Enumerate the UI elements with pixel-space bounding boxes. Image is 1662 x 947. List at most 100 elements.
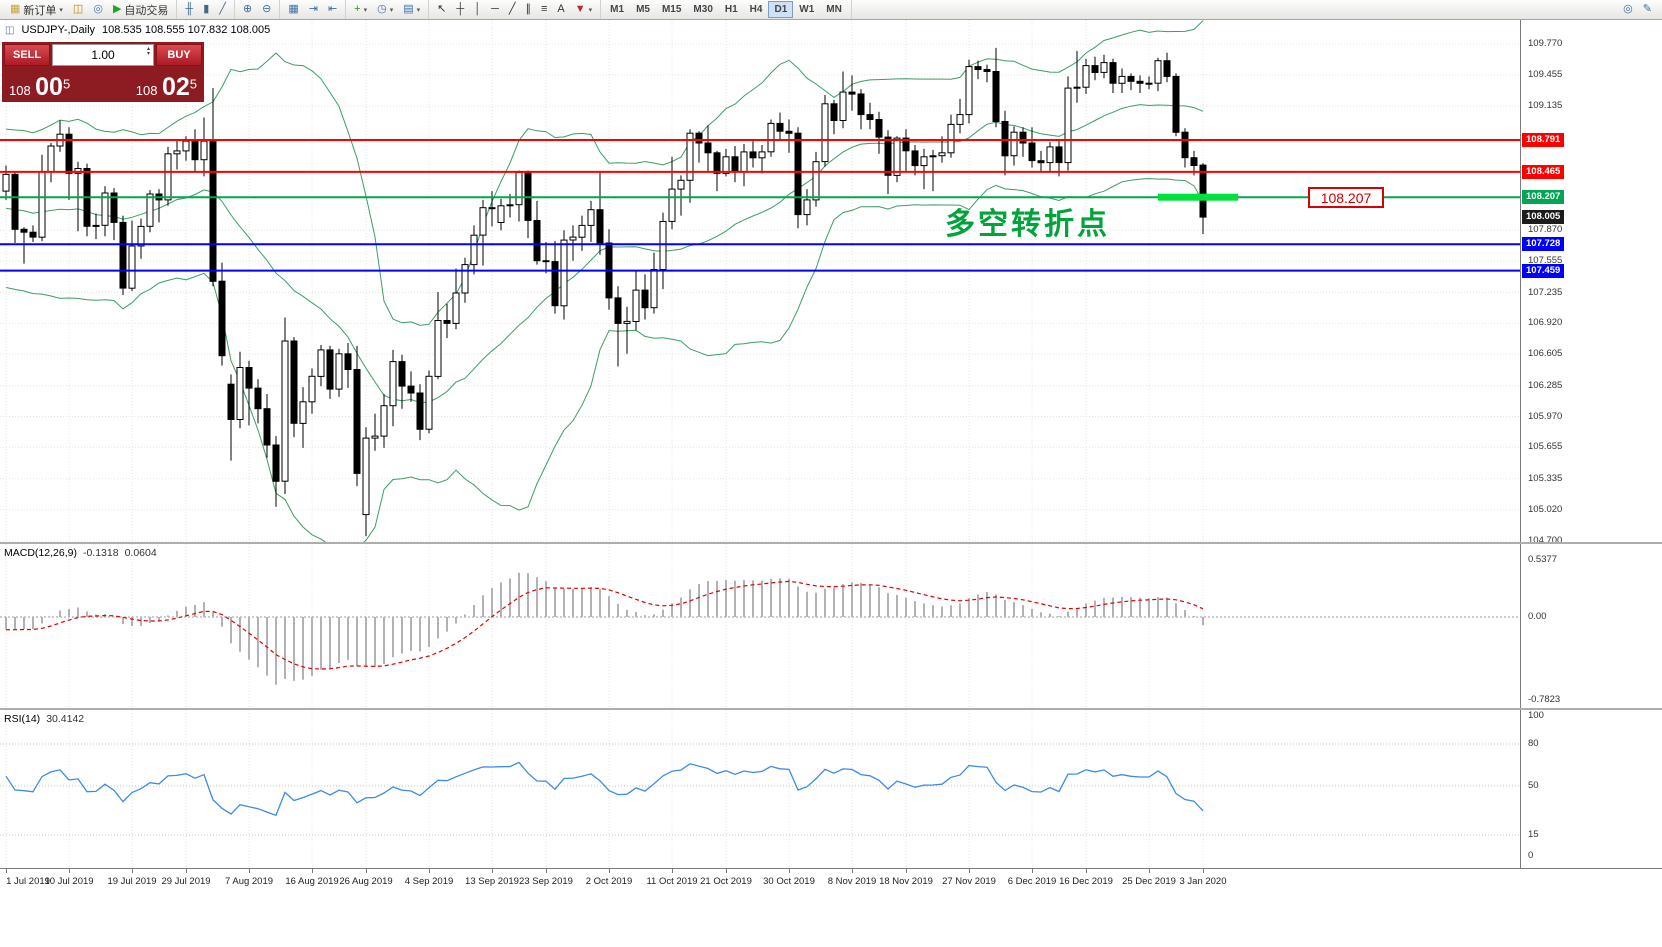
time-axis-label: 30 Oct 2019 [763,876,815,887]
timeframe-d1-button[interactable]: D1 [768,1,794,18]
stepper-down-icon[interactable]: ▾ [146,51,150,57]
caret-down-icon: ▾ [416,6,421,14]
main-chart[interactable]: ◫ USDJPY-,Daily 108.535 108.555 107.832 … [0,20,1520,542]
highlight-segment [1158,193,1238,201]
caret-down-icon: ▾ [588,6,593,14]
timeframe-h4-button-label: H4 [749,4,763,15]
price-tag: 107.459 [1522,263,1565,278]
zoom-out-button[interactable]: ⊖ [257,1,276,18]
toolbar-group-chart-types: ╫ ▮ ╱ [177,0,235,19]
tile-windows-icon: ▦ [288,3,299,15]
line-chart-button[interactable]: ╱ [214,1,231,18]
autotrading-button[interactable]: ▶ 自动交易 [108,1,173,18]
price-axis[interactable]: 109.770 109.455 109.135 107.870 107.555 107.2… [1520,20,1662,546]
buy-button[interactable]: BUY [156,44,202,66]
chart-shift-icon: ⇤ [327,3,338,15]
macd-title: MACD(12,26,9) -0.1318 0.0604 [4,547,157,559]
edit-button[interactable]: ✎ [1638,1,1657,18]
arrows-button[interactable]: ▼ ▾ [570,1,597,18]
time-axis-label: 7 Aug 2019 [224,876,274,887]
macd-axis-label: 0.5377 [1528,553,1558,565]
buy-price-pips: 02 [161,73,190,101]
timeframe-m15-button[interactable]: M15 [656,1,687,18]
toolbar-group-insert: + ▾ ◷ ▾ ▤ ▾ [346,0,430,19]
chart-title: ◫ USDJPY-,Daily 108.535 108.555 107.832 … [5,24,270,36]
rsi-axis-label: 80 [1528,738,1539,749]
volume-input[interactable]: 1.00 ▴ ▾ [52,44,154,66]
rsi-panel[interactable]: RSI(14) 30.4142 [0,710,1520,868]
autotrading-icon: ▶ [112,3,122,15]
vertical-line-icon: │ [474,3,482,15]
fibonacci-icon: ≡ [540,3,548,15]
zoom-in-icon: ⊕ [242,3,253,15]
macd-signal-line [5,580,1204,670]
rsi-axis-label: 50 [1528,780,1539,791]
macd-svg [0,544,1520,708]
grid-layer [0,20,1520,542]
cursor-button[interactable]: ↖ [432,1,451,18]
timeframe-mn-button[interactable]: MN [820,1,848,18]
new-order-button[interactable]: ▦ 新订单 ▾ [5,1,68,18]
timeframe-h1-button-label: H1 [724,4,738,15]
volume-stepper[interactable]: ▴ ▾ [146,46,150,57]
timeframe-m5-button[interactable]: M5 [630,1,656,18]
timeframe-h4-button[interactable]: H4 [744,1,769,18]
rsi-axis-label: 15 [1528,829,1539,840]
chart-shift-button[interactable]: ⇤ [323,1,342,18]
chart-windows-button[interactable]: ◫ [68,1,88,18]
time-axis[interactable]: 1 Jul 2019 10 Jul 2019 19 Jul 2019 29 Jul 2… [0,868,1662,894]
buy-price-point: 5 [189,76,197,92]
trendline-icon: ╱ [508,3,516,15]
price-label-box[interactable]: 108.207 [1308,187,1384,208]
rsi-line [5,761,1204,817]
tile-windows-button[interactable]: ▦ [283,1,303,18]
templates-button[interactable]: ▤ ▾ [398,1,425,18]
channel-button[interactable]: ∥ [520,1,536,18]
zoom-out-icon: ⊖ [262,3,272,15]
trendline-button[interactable]: ╱ [504,1,521,18]
timeframe-h1-button[interactable]: H1 [719,1,744,18]
search-button[interactable]: ◎ [1618,1,1638,18]
sell-price-pips: 00 [35,73,63,101]
vertical-line-button[interactable]: │ [469,1,486,18]
time-axis-tick [789,869,790,873]
panel-splitter[interactable] [0,708,1662,710]
zoom-in-button[interactable]: ⊕ [238,1,257,18]
indicators-button[interactable]: + ▾ [349,1,372,18]
sell-button[interactable]: SELL [4,44,50,66]
sell-price[interactable]: 108 005 [9,75,70,100]
indicators-icon: + [354,3,361,15]
time-axis-label: 21 Oct 2019 [700,876,752,887]
stepper-up-icon[interactable]: ▴ [146,46,150,52]
crosshair-button[interactable]: ┼ [451,1,469,18]
horizontal-line-button[interactable]: ─ [486,1,504,18]
timeframe-m30-button[interactable]: M30 [687,1,718,18]
macd-main-value: -0.1318 [82,547,119,559]
price-axis-label: 109.770 [1528,38,1563,50]
auto-scroll-button[interactable]: ⇥ [304,1,323,18]
text-button[interactable]: A [552,1,569,18]
profiles-button[interactable]: ◎ [88,1,108,18]
auto-scroll-icon: ⇥ [308,3,318,15]
timeframe-w1-button[interactable]: W1 [793,1,820,18]
price-axis-label: 106.285 [1528,379,1563,391]
price-axis-label: 106.605 [1528,348,1563,360]
macd-panel[interactable]: MACD(12,26,9) -0.1318 0.0604 [0,544,1520,708]
main-chart-svg [0,20,1520,542]
chart-annotation-text[interactable]: 多空转折点 [945,208,1110,241]
macd-axis: 0.5377 0.00 -0.7823 [1520,544,1662,708]
sell-price-point: 5 [62,76,71,92]
fibonacci-button[interactable]: ≡ [536,1,552,18]
candlestick-chart-button[interactable]: ▮ [198,1,214,18]
buy-price[interactable]: 108 025 [136,75,197,100]
time-axis-label: 11 Oct 2019 [646,876,698,887]
time-axis-label: 3 Jan 2020 [1179,876,1227,887]
toolbar-group-zoom: ⊕ ⊖ [235,0,281,19]
periods-button[interactable]: ◷ ▾ [372,1,398,18]
volume-value: 1.00 [91,48,115,62]
panel-splitter[interactable] [0,542,1662,544]
bar-chart-button[interactable]: ╫ [180,1,198,18]
time-axis-tick [1203,869,1204,873]
timeframe-m1-button[interactable]: M1 [604,1,630,18]
